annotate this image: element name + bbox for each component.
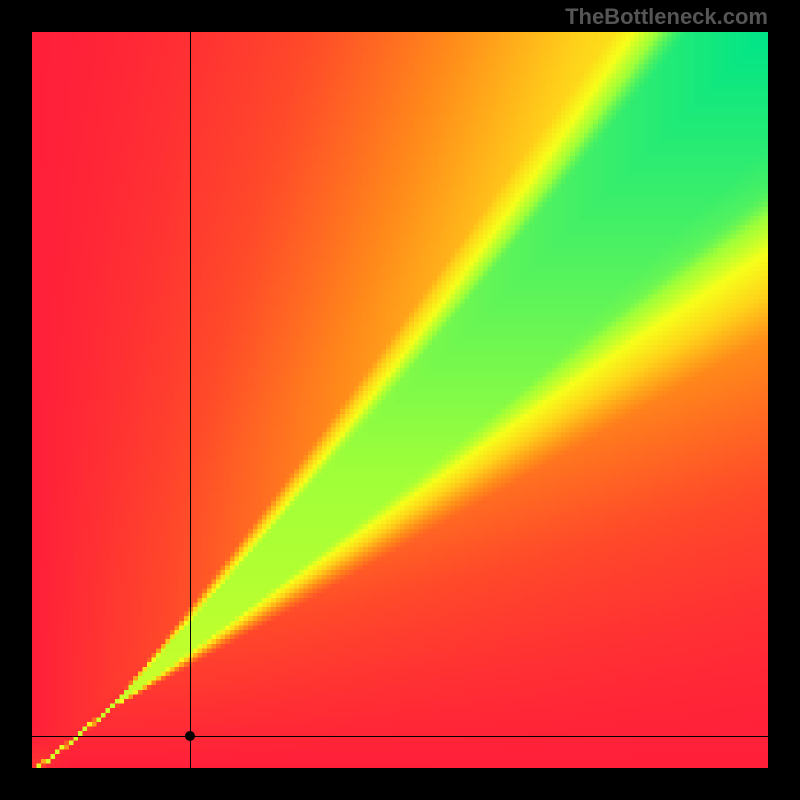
heatmap-canvas <box>32 32 768 768</box>
crosshair-marker <box>185 731 195 741</box>
crosshair-vertical <box>190 32 191 768</box>
heatmap-plot <box>32 32 768 768</box>
watermark-text: TheBottleneck.com <box>565 4 768 30</box>
crosshair-horizontal <box>32 736 768 737</box>
